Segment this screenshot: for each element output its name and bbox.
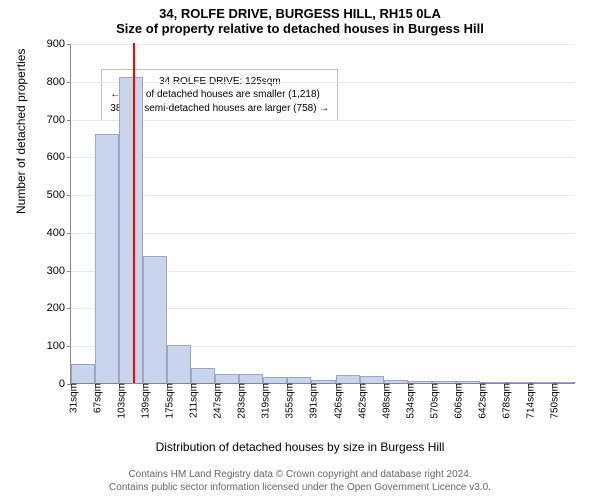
gridline [71, 233, 575, 234]
xtick-label: 462sqm [351, 383, 368, 419]
ytick-label: 100 [47, 340, 65, 352]
bar [119, 77, 143, 383]
ytick-mark [67, 346, 71, 347]
xtick-label: 319sqm [255, 383, 272, 419]
bar [71, 364, 95, 383]
gridline [71, 82, 575, 83]
xtick-label: 534sqm [399, 383, 416, 419]
gridline [71, 195, 575, 196]
bar [360, 376, 384, 383]
ytick-mark [67, 308, 71, 309]
ytick-label: 800 [47, 76, 65, 88]
xtick-label: 103sqm [111, 383, 128, 419]
xtick-label: 426sqm [327, 383, 344, 419]
xtick-label: 642sqm [471, 383, 488, 419]
ytick-mark [67, 271, 71, 272]
chart-title-main: 34, ROLFE DRIVE, BURGESS HILL, RH15 0LA [0, 0, 600, 21]
xtick-label: 498sqm [375, 383, 392, 419]
annotation-line: ← 61% of detached houses are smaller (1,… [110, 88, 329, 102]
ytick-mark [67, 157, 71, 158]
xtick-label: 139sqm [135, 383, 152, 419]
ytick-label: 400 [47, 227, 65, 239]
xtick-label: 355sqm [279, 383, 296, 419]
xtick-label: 175sqm [159, 383, 176, 419]
footnote-line: Contains HM Land Registry data © Crown c… [0, 468, 600, 481]
bar [95, 134, 119, 383]
bar [215, 374, 239, 383]
bar [336, 375, 360, 383]
ytick-label: 500 [47, 189, 65, 201]
xtick-label: 570sqm [423, 383, 440, 419]
plot-area: 34 ROLFE DRIVE: 125sqm← 61% of detached … [70, 44, 575, 384]
bar [143, 256, 167, 383]
annotation-line: 38% of semi-detached houses are larger (… [110, 102, 329, 116]
gridline [71, 44, 575, 45]
ytick-mark [67, 82, 71, 83]
xtick-label: 283sqm [231, 383, 248, 419]
ytick-mark [67, 44, 71, 45]
chart-title-sub: Size of property relative to detached ho… [0, 21, 600, 40]
chart-container: 34, ROLFE DRIVE, BURGESS HILL, RH15 0LA … [0, 0, 600, 500]
gridline [71, 120, 575, 121]
xtick-label: 714sqm [519, 383, 536, 419]
ytick-label: 600 [47, 151, 65, 163]
xtick-label: 678sqm [495, 383, 512, 419]
xtick-label: 750sqm [543, 383, 560, 419]
footnote-line: Contains public sector information licen… [0, 481, 600, 494]
xtick-label: 31sqm [63, 383, 80, 413]
ytick-mark [67, 233, 71, 234]
xtick-label: 247sqm [207, 383, 224, 419]
ytick-label: 700 [47, 114, 65, 126]
y-axis-label: Number of detached properties [14, 49, 28, 214]
xtick-label: 391sqm [303, 383, 320, 419]
ytick-mark [67, 195, 71, 196]
xtick-label: 67sqm [87, 383, 104, 413]
bar [239, 374, 263, 383]
ytick-label: 900 [47, 38, 65, 50]
x-axis-label: Distribution of detached houses by size … [0, 440, 600, 454]
ytick-label: 300 [47, 265, 65, 277]
xtick-label: 211sqm [183, 383, 200, 418]
ytick-label: 200 [47, 302, 65, 314]
gridline [71, 157, 575, 158]
footnote: Contains HM Land Registry data © Crown c… [0, 468, 600, 494]
bar [167, 345, 191, 383]
xtick-label: 606sqm [447, 383, 464, 419]
ytick-mark [67, 120, 71, 121]
marker-line [133, 43, 135, 383]
bar [191, 368, 215, 383]
